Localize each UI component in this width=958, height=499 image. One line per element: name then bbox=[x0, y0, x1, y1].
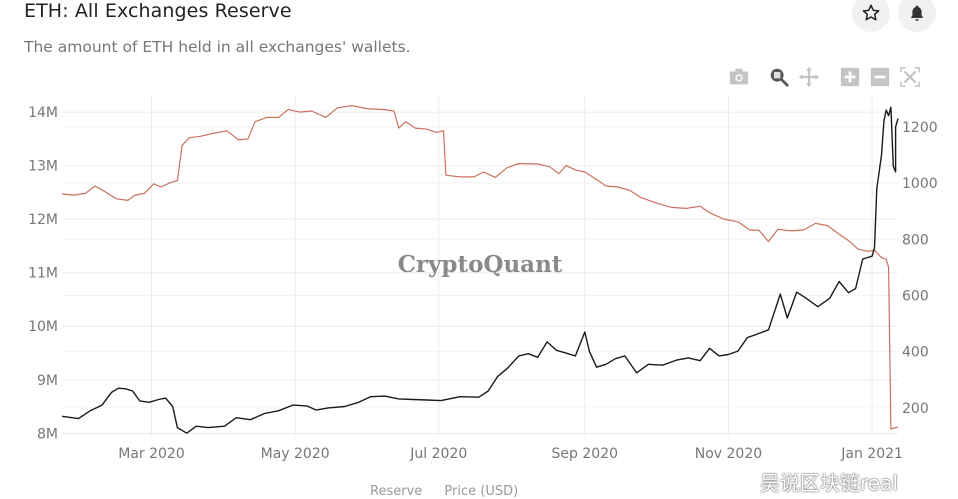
x-tick-label: Sep 2020 bbox=[552, 446, 618, 462]
watermark-logo: CryptoQuant bbox=[398, 251, 563, 278]
y-right-tick-label: 1200 bbox=[902, 120, 938, 136]
y-right-tick-label: 200 bbox=[902, 401, 929, 417]
y-left-tick-label: 11M bbox=[28, 266, 58, 282]
axis-ticks: 8M 9M 10M 11M 12M 13M 14M 200 400 600 800 1000 1200 M… bbox=[28, 105, 938, 462]
y-left-tick-label: 13M bbox=[28, 159, 58, 175]
chart-subtitle: The amount of ETH held in all exchanges'… bbox=[24, 38, 411, 56]
x-tick-label: Mar 2020 bbox=[118, 446, 185, 462]
alert-button[interactable] bbox=[898, 0, 936, 32]
x-tick-label: Jul 2020 bbox=[409, 446, 467, 462]
series bbox=[61, 104, 899, 434]
grid bbox=[62, 96, 898, 436]
camera-icon[interactable] bbox=[728, 66, 750, 88]
footer-watermark: 吴说区块链real bbox=[760, 471, 898, 495]
x-tick-label: May 2020 bbox=[261, 446, 330, 462]
zoom-out-icon[interactable] bbox=[869, 66, 891, 88]
zoom-in-icon[interactable] bbox=[839, 66, 861, 88]
y-right-tick-label: 600 bbox=[902, 289, 929, 305]
x-tick-label: Jan 2021 bbox=[840, 446, 903, 462]
zoom-icon[interactable] bbox=[768, 66, 790, 88]
price-line bbox=[61, 106, 899, 434]
bell-icon bbox=[911, 5, 923, 21]
chart-title: ETH: All Exchanges Reserve bbox=[24, 0, 292, 22]
y-right-tick-label: 1000 bbox=[902, 176, 938, 192]
y-left-tick-label: 10M bbox=[28, 319, 58, 335]
x-tick-label: Nov 2020 bbox=[695, 446, 762, 462]
reserve-line bbox=[61, 104, 899, 430]
y-right-tick-label: 800 bbox=[902, 232, 929, 248]
y-left-tick-label: 14M bbox=[28, 105, 58, 121]
y-right-tick-label: 400 bbox=[902, 345, 929, 361]
y-left-tick-label: 12M bbox=[28, 212, 58, 228]
star-icon bbox=[862, 4, 880, 21]
autoscale-icon[interactable] bbox=[899, 66, 921, 88]
pan-icon[interactable] bbox=[798, 66, 820, 88]
favorite-button[interactable] bbox=[852, 0, 890, 32]
y-left-tick-label: 9M bbox=[37, 373, 58, 389]
y-left-tick-label: 8M bbox=[37, 426, 58, 442]
